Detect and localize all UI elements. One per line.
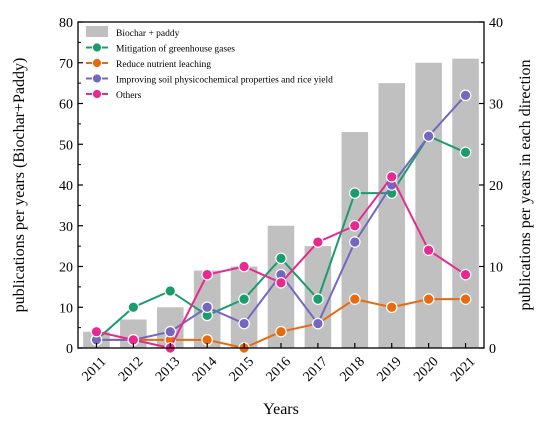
x-tick-label-2011: 2011 [79,354,109,384]
x-tick-label-2016: 2016 [264,354,294,384]
x-axis-title: Years [263,401,299,418]
legend-label-2: Improving soil physicochemical propertie… [116,76,333,86]
bar-2015 [230,266,258,348]
y-right-tick-label: 20 [489,179,503,194]
y-left-tick-label: 70 [59,57,73,72]
series-3-point-2018 [349,219,361,232]
series-2-point-2015 [238,317,250,330]
legend: Biochar + paddy Mitigation of greenhouse … [86,26,333,101]
x-tick-label-2012: 2012 [116,354,146,384]
x-tick-label-2018: 2018 [337,354,367,384]
y-right-tick-label: 40 [489,16,503,31]
series-0-point-2015 [238,293,250,305]
legend-swatch-marker-3 [91,88,103,100]
legend-swatch-marker-1 [91,57,103,69]
series-1-point-2021 [459,293,472,305]
series-3-point-2016 [275,276,287,289]
x-tick-label-2015: 2015 [227,354,257,384]
y-axis-right-title: publications per years in each direction [517,59,534,310]
legend-swatch-marker-2 [91,73,103,84]
series-3-point-2020 [422,244,435,256]
x-tick-label-2017: 2017 [301,354,331,384]
legend-swatch-bars [86,26,108,37]
series-1-point-2018 [349,293,361,305]
series-3-point-2015 [238,260,250,273]
y-left-tick-label: 10 [59,301,73,316]
y-left-tick-label: 40 [59,179,73,194]
series-3-point-2017 [312,236,324,248]
series-2-point-2017 [312,317,324,330]
series-2-point-2020 [422,130,435,142]
bars-layer [83,58,479,349]
y-axis-left-title: publications per years (Biochar+Paddy) [11,58,28,313]
lines-layer [90,89,472,354]
y-left-tick-label: 50 [59,138,73,153]
series-3-point-2011 [90,325,103,338]
y-right-tick-label: 30 [489,98,503,113]
y-right-tick-label: 10 [489,261,503,276]
series-0-point-2021 [459,146,472,159]
x-tick-label-2019: 2019 [374,354,404,384]
y-right-tick-label: 0 [489,342,496,357]
legend-label-bars: Biochar + paddy [116,29,180,39]
series-1-point-2016 [275,325,287,338]
series-0-point-2013 [164,285,177,297]
series-2-point-2014 [201,301,213,314]
legend-label-1: Reduce nutrient leaching [116,60,211,70]
bar-2020 [415,62,442,348]
series-2-point-2018 [349,236,361,248]
legend-swatch-marker-0 [91,42,103,53]
y-left-tick-label: 80 [59,16,73,31]
x-tick-label-2013: 2013 [153,354,183,384]
series-0-point-2017 [312,293,324,305]
series-0-point-2018 [349,187,361,199]
series-3-point-2021 [459,268,472,281]
series-0-point-2016 [275,252,287,265]
series-2-point-2013 [164,325,177,338]
y-left-tick-label: 0 [66,342,73,357]
series-3-point-2019 [385,171,398,183]
x-tick-label-2014: 2014 [190,354,220,384]
y-left-tick-label: 60 [59,98,73,113]
legend-label-0: Mitigation of greenhouse gases [116,44,235,55]
series-3-point-2014 [201,268,213,281]
series-1-point-2019 [385,301,398,314]
x-tick-label-2021: 2021 [448,354,478,384]
y-left-tick-label: 30 [59,220,73,235]
y-left-tick-label: 20 [59,261,73,276]
series-0-point-2012 [127,301,140,314]
series-2-point-2021 [459,89,472,102]
legend-label-3: Others [116,91,142,101]
x-tick-label-2020: 2020 [411,354,441,384]
series-1-point-2020 [422,293,435,305]
